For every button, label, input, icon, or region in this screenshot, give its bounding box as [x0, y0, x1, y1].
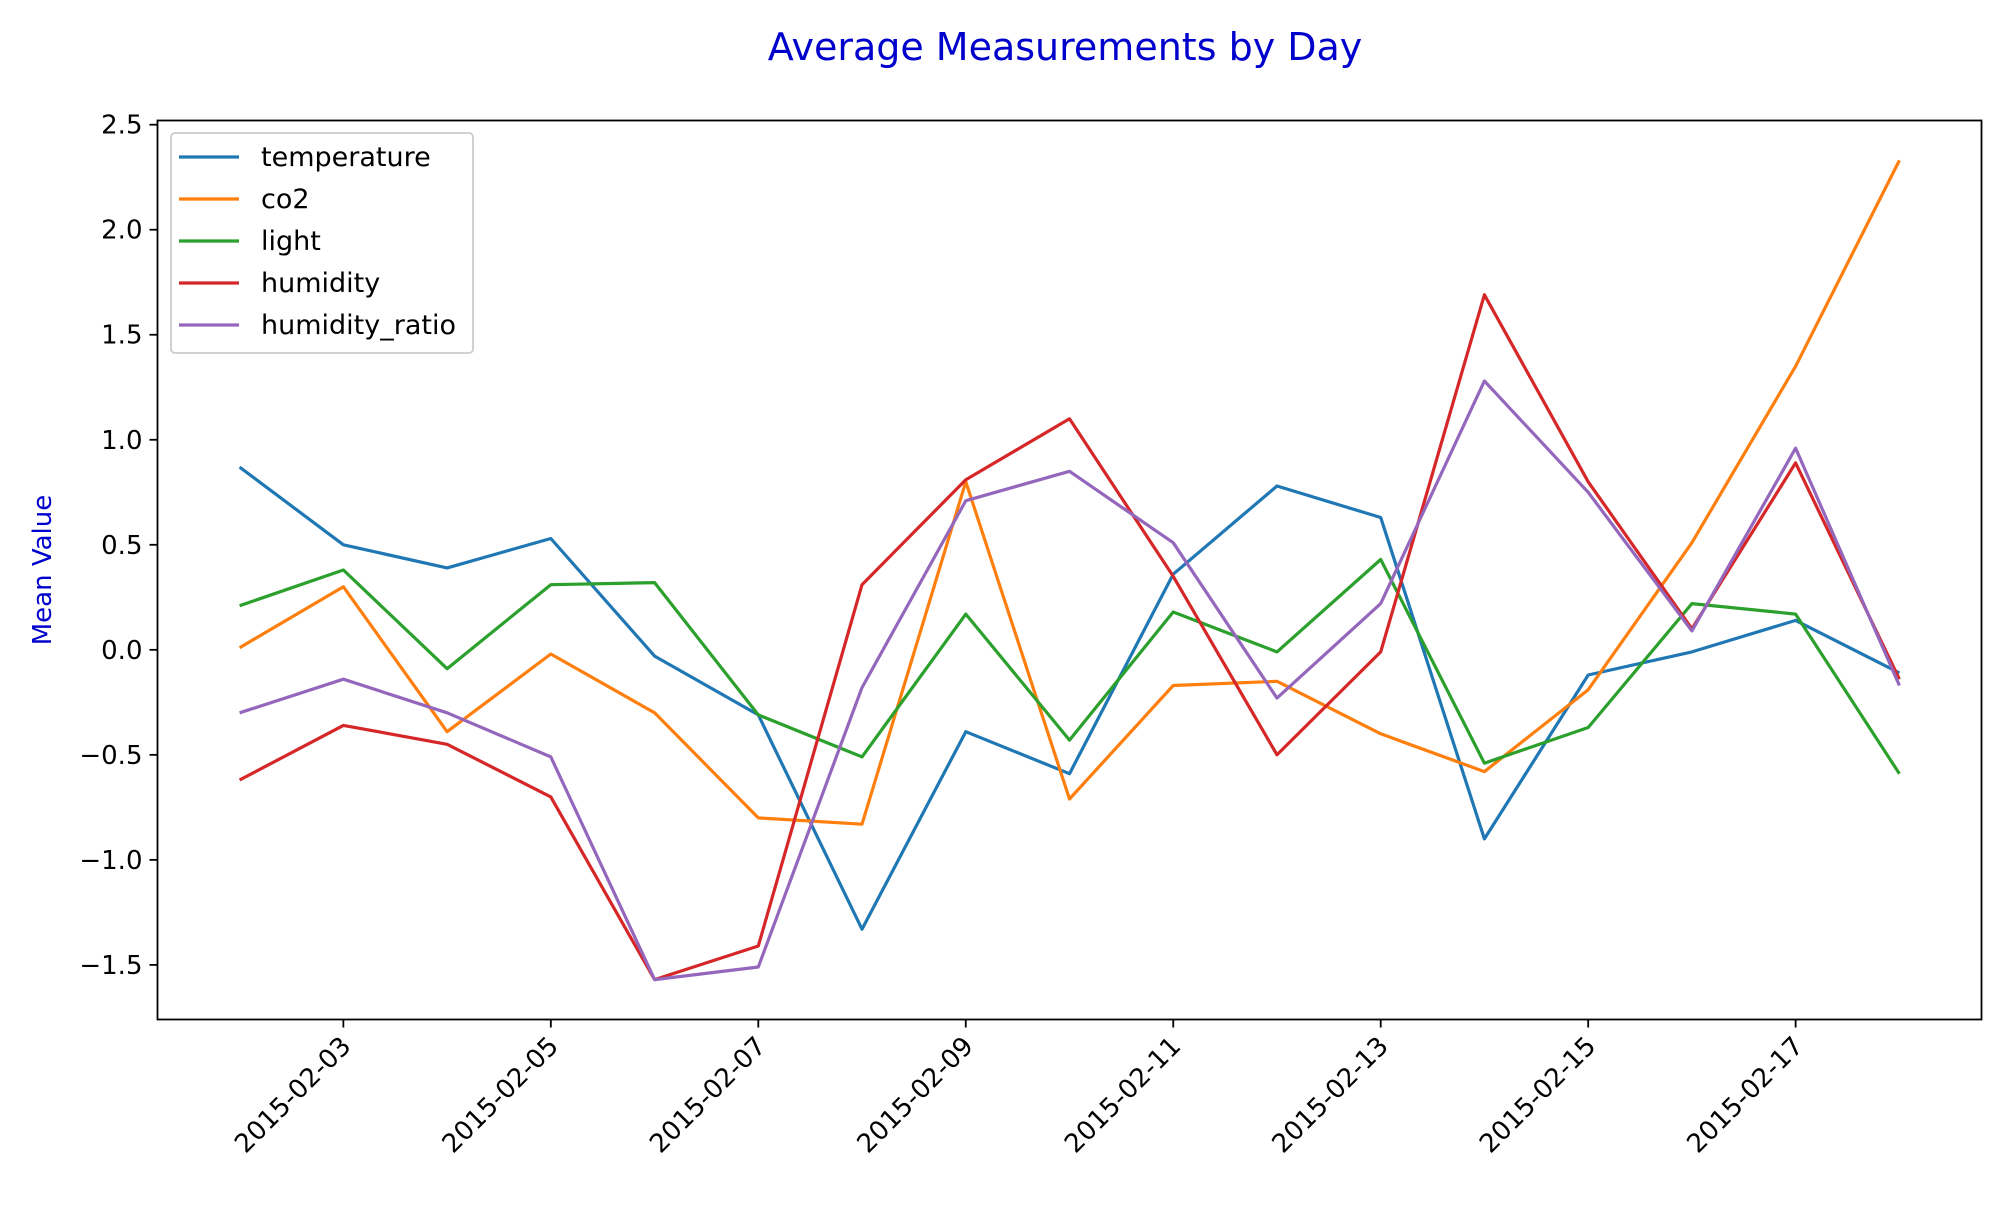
y-tick-label: 1.5: [101, 321, 142, 351]
plot-area: [238, 159, 1901, 982]
chart-title: Average Measurements by Day: [768, 25, 1363, 69]
series-line-humidity: [238, 293, 1901, 982]
legend-label: humidity: [261, 268, 380, 299]
y-tick-label: 2.5: [101, 111, 142, 141]
x-tick-label: 2015-02-17: [1682, 1031, 1810, 1159]
legend-label: temperature: [261, 142, 431, 173]
series-line-temperature: [238, 465, 1901, 931]
x-tick-label: 2015-02-03: [229, 1031, 357, 1159]
y-tick-label: 2.0: [101, 216, 142, 246]
y-tick-label: 1.0: [101, 426, 142, 456]
legend-label: humidity_ratio: [261, 310, 456, 341]
y-tick-label: −1.5: [79, 951, 142, 981]
y-axis: −1.5 −1.0 −0.5 0.0 0.5 1.0 1.5 2.0 2.5: [79, 111, 158, 981]
x-tick-label: 2015-02-15: [1474, 1031, 1602, 1159]
x-tick-label: 2015-02-11: [1059, 1031, 1187, 1159]
legend: temperature co2 light humidity humidity_rati…: [170, 132, 474, 354]
x-axis: 2015-02-03 2015-02-05 2015-02-07 2015-02-09…: [229, 1019, 1810, 1159]
y-tick-label: 0.5: [101, 531, 142, 561]
x-tick-label: 2015-02-05: [437, 1031, 565, 1159]
y-tick-label: −0.5: [79, 741, 142, 771]
x-tick-label: 2015-02-13: [1267, 1031, 1395, 1159]
series-line-co2: [238, 159, 1901, 826]
legend-label: light: [261, 226, 321, 257]
x-tick-label: 2015-02-09: [852, 1031, 980, 1159]
axes-frame: [156, 119, 1983, 1021]
y-tick-label: −1.0: [79, 846, 142, 876]
series-line-light: [239, 557, 1901, 775]
x-tick-label: 2015-02-07: [644, 1031, 772, 1159]
legend-frame: [170, 132, 474, 354]
y-tick-label: 0.0: [101, 636, 142, 666]
series-line-humidity-ratio: [239, 379, 1901, 982]
legend-label: co2: [261, 184, 310, 215]
y-axis-label: Mean Value: [28, 495, 58, 646]
